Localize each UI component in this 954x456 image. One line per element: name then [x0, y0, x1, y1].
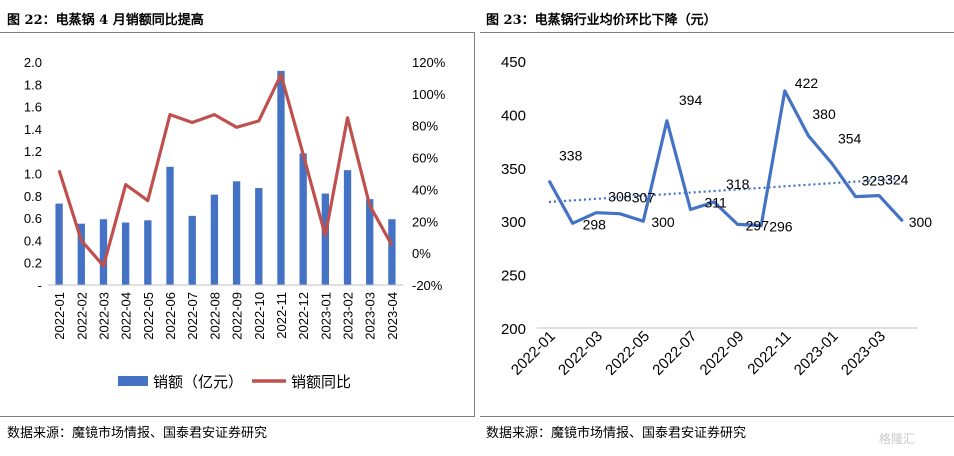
x-tick-label: 2023-03: [838, 328, 889, 379]
y-tick-label: 200: [501, 321, 526, 338]
data-label: 298: [583, 216, 607, 232]
data-label: 422: [795, 75, 819, 91]
legend-swatch-bar: [118, 376, 148, 386]
left-y-tick-label: 1.2: [24, 144, 42, 159]
data-label: 324: [885, 172, 909, 188]
left-source-rule: [0, 416, 474, 417]
x-tick-label: 2023-02: [341, 292, 356, 340]
y-tick-label: 250: [501, 268, 526, 285]
legend-label-line: 销额同比: [291, 374, 351, 391]
left-y-tick-label: 1.4: [24, 122, 42, 137]
data-label: 380: [812, 106, 836, 122]
bar: [321, 193, 330, 285]
left-source-note: 数据来源：魔镜市场情报、国泰君安证券研究: [7, 426, 268, 441]
right-y-tick-label: 80%: [412, 119, 438, 134]
left-y-tick-label: 1.0: [24, 167, 42, 182]
y-tick-label: 400: [501, 107, 526, 124]
panel-divider: [474, 32, 475, 417]
data-label: 354: [838, 131, 862, 147]
right-y-tick-label: 0%: [412, 246, 431, 261]
left-chart-title: 图 22：电蒸锅 4 月销额同比提高: [7, 13, 204, 28]
right-title-rule: [480, 32, 954, 33]
bar: [277, 70, 285, 285]
right-y-tick-label: 40%: [412, 182, 438, 197]
y-tick-label: 300: [501, 214, 526, 231]
y-tick-label: 450: [501, 54, 526, 71]
data-label: 311: [704, 194, 727, 210]
right-y-tick-label: 120%: [412, 55, 446, 70]
left-y-tick-label: 0.6: [24, 211, 42, 226]
x-tick-label: 2022-10: [252, 292, 267, 340]
bar: [210, 194, 219, 285]
y-tick-label: 350: [501, 161, 526, 178]
line-series-price: [547, 89, 904, 228]
x-tick-label: 2022-09: [697, 328, 748, 379]
bar: [232, 181, 241, 285]
data-label: 307: [632, 190, 656, 206]
bar: [144, 220, 152, 285]
data-label: 296: [769, 218, 793, 234]
x-tick-label: 2022-12: [296, 292, 311, 340]
x-tick-label: 2022-03: [555, 328, 606, 379]
left-y-tick-label: 2.0: [24, 55, 42, 70]
bar: [121, 222, 130, 285]
x-tick-label: 2022-01: [52, 292, 67, 340]
data-label: 318: [726, 176, 750, 192]
left-y-tick-label: 0.8: [24, 189, 42, 204]
bar: [99, 219, 108, 285]
bar: [77, 223, 85, 285]
left-chart: - 0.2 0.4 0.6 0.8 1.0 1.2 1.4 1.6 1.8 2.0 -20% 0% 20%…: [24, 55, 446, 391]
x-tick-label: 2023-03: [363, 292, 378, 340]
data-label: 297: [746, 217, 770, 233]
x-tick-label: 2022-07: [649, 328, 700, 379]
right-chart-title: 图 23：电蒸锅行业均价环比下降（元）: [486, 13, 717, 28]
x-tick-label: 2023-04: [385, 292, 400, 340]
right-y-tick-label: -20%: [412, 278, 443, 293]
right-y-tick-label: 20%: [412, 214, 438, 229]
x-tick-label: 2022-06: [163, 292, 178, 340]
left-y-tick-label: 1.8: [24, 77, 42, 92]
left-y-tick-label: 1.6: [24, 100, 42, 115]
x-tick-label: 2022-11: [274, 292, 289, 339]
data-label: 308: [608, 189, 632, 205]
bar: [366, 199, 374, 285]
line-series-yoy: [57, 73, 394, 268]
right-y-tick-label: 100%: [412, 87, 446, 102]
right-y-tick-label: 60%: [412, 151, 438, 166]
x-tick-label: 2022-03: [96, 292, 111, 340]
x-tick-label: 2022-07: [185, 292, 200, 340]
data-label: 338: [559, 148, 583, 164]
bar: [188, 215, 196, 285]
right-source-note: 数据来源：魔镜市场情报、国泰君安证券研究: [486, 426, 747, 441]
data-label: 323: [862, 173, 886, 189]
x-tick-label: 2022-05: [602, 328, 653, 379]
bar: [388, 219, 396, 285]
left-title-rule: [0, 32, 474, 33]
x-tick-label: 2022-09: [230, 292, 245, 340]
bar: [255, 187, 263, 285]
x-tick-label: 2022-08: [207, 292, 222, 340]
left-y-tick-label: 0.4: [24, 233, 42, 248]
data-label: 300: [651, 214, 675, 230]
watermark: 格隆汇: [879, 432, 916, 446]
data-label: 394: [679, 92, 703, 108]
x-tick-label: 2022-04: [119, 292, 134, 340]
legend-label-bar: 销额（亿元）: [153, 374, 243, 391]
bar: [299, 153, 307, 285]
x-tick-label: 2022-11: [744, 328, 794, 378]
bar: [166, 166, 174, 285]
bar: [343, 170, 352, 285]
x-tick-label: 2023-01: [791, 328, 842, 379]
x-tick-label: 2022-02: [74, 292, 89, 340]
data-label: 300: [909, 214, 933, 230]
right-source-rule: [480, 416, 954, 417]
bar: [55, 203, 63, 285]
x-tick-label: 2022-05: [141, 292, 156, 340]
x-tick-label: 2023-01: [318, 292, 333, 340]
left-y-tick-label: -: [38, 278, 42, 293]
left-y-tick-label: 0.2: [24, 256, 42, 271]
